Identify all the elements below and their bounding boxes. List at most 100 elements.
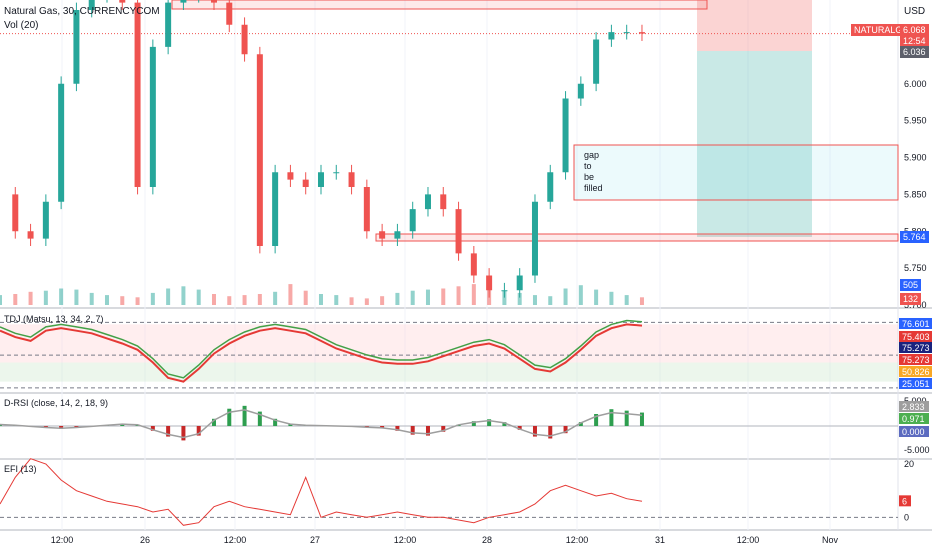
reward-zone [697,51,812,237]
volume-bar [303,290,308,305]
volume-bar [548,296,553,305]
drsi-bar [502,422,507,426]
candle-body [272,172,279,246]
volume-bar [120,296,125,305]
chart-title: Natural Gas, 30, CURRENCYCOM [4,6,160,17]
volume-bar [364,298,369,305]
volume-bar [74,289,79,305]
efi-label: EFI (13) [4,464,37,474]
volume-bar [13,294,18,305]
x-tick-label: 12:00 [566,535,589,545]
candle-body [547,172,554,202]
candle-body [42,201,49,239]
candle-body [455,209,462,254]
drsi-level-text: 2.833 [902,402,925,412]
price-layer [0,0,645,305]
drsi-bar [59,426,64,429]
candle-body [58,83,65,202]
price-tick-label: 5.700 [904,300,927,310]
x-tick-label: 27 [310,535,320,545]
drsi-bar [517,426,522,430]
annotation-text: to [584,161,592,171]
candle-body [470,253,477,276]
drsi-bar [594,414,599,426]
volume-bar [227,296,232,305]
stop-price-tag: 5.764 [900,231,929,243]
candle-body [593,39,600,84]
candle-body [486,275,493,291]
annotation-text: gap [584,150,599,160]
candle-body [241,24,248,55]
drsi-bar [196,426,201,436]
candle-body [562,98,569,173]
drsi-level-text: 0.000 [902,427,925,437]
candle-body [317,172,324,187]
volume-label: Vol (20) [4,20,39,31]
volume-bar [502,290,507,305]
drsi-bar [211,418,216,426]
drsi-bar [150,426,155,431]
volume-bar [28,291,33,305]
drsi-bar [242,405,247,426]
volume-ma-tag: 132 [900,293,922,305]
efi-line [0,458,643,526]
annotation-text: be [584,172,594,182]
volume-bar [517,292,522,305]
support-zone [375,233,899,242]
volume-bar [624,295,629,305]
volume-bar [211,294,216,305]
drsi-bar [639,412,644,426]
efi-tick-label: 0 [904,512,909,522]
volume-bar [196,289,201,305]
volume-bar [242,295,247,305]
volume-bar [150,292,155,305]
drsi-signal-line [0,409,643,439]
volume-bar [0,295,2,305]
x-tick-label: 12:00 [737,535,760,545]
candle-body [119,0,126,3]
drsi-bar [487,419,492,426]
price-tick-label: 5.850 [904,189,927,199]
volume-bar [456,286,461,305]
candle-body [226,2,233,25]
candle-body [333,172,340,174]
price-tick-label: 6.000 [904,79,927,89]
x-tick-label: Nov [822,535,839,545]
drsi-level-text: 0.971 [902,414,925,424]
volume-bar [532,295,537,305]
candle-body [348,172,355,187]
annotation-text: filled [584,183,603,193]
candle-body [577,83,584,99]
volume-bar [334,295,339,305]
volume-bar [609,291,614,305]
tdj-level-text: 75.273 [902,355,930,365]
drsi-bar [395,426,400,431]
drsi-tick-label: -5.000 [904,445,930,455]
volume-bar [471,284,476,305]
drsi-bar [410,426,415,435]
x-tick-label: 31 [655,535,665,545]
candle-body [379,231,386,239]
x-tick-label: 12:00 [394,535,417,545]
candle-body [440,194,447,210]
volume-bar [441,288,446,305]
drsi-bar [273,418,278,426]
candle-body [394,231,401,239]
volume-bar [639,297,644,305]
drsi-bar [166,426,171,437]
candle-body [409,209,416,232]
volume-bar [43,290,48,305]
price-tick-label: 5.900 [904,153,927,163]
candle-body [27,231,34,239]
tdj-level-tag [899,366,932,377]
tdj-level-text: 76.601 [902,319,930,329]
price-tick-label: 5.750 [904,263,927,273]
efi-last-text: 6 [902,496,907,506]
candle-body [516,275,523,291]
tdj-level-tag [899,318,932,329]
candle-body [180,0,187,3]
